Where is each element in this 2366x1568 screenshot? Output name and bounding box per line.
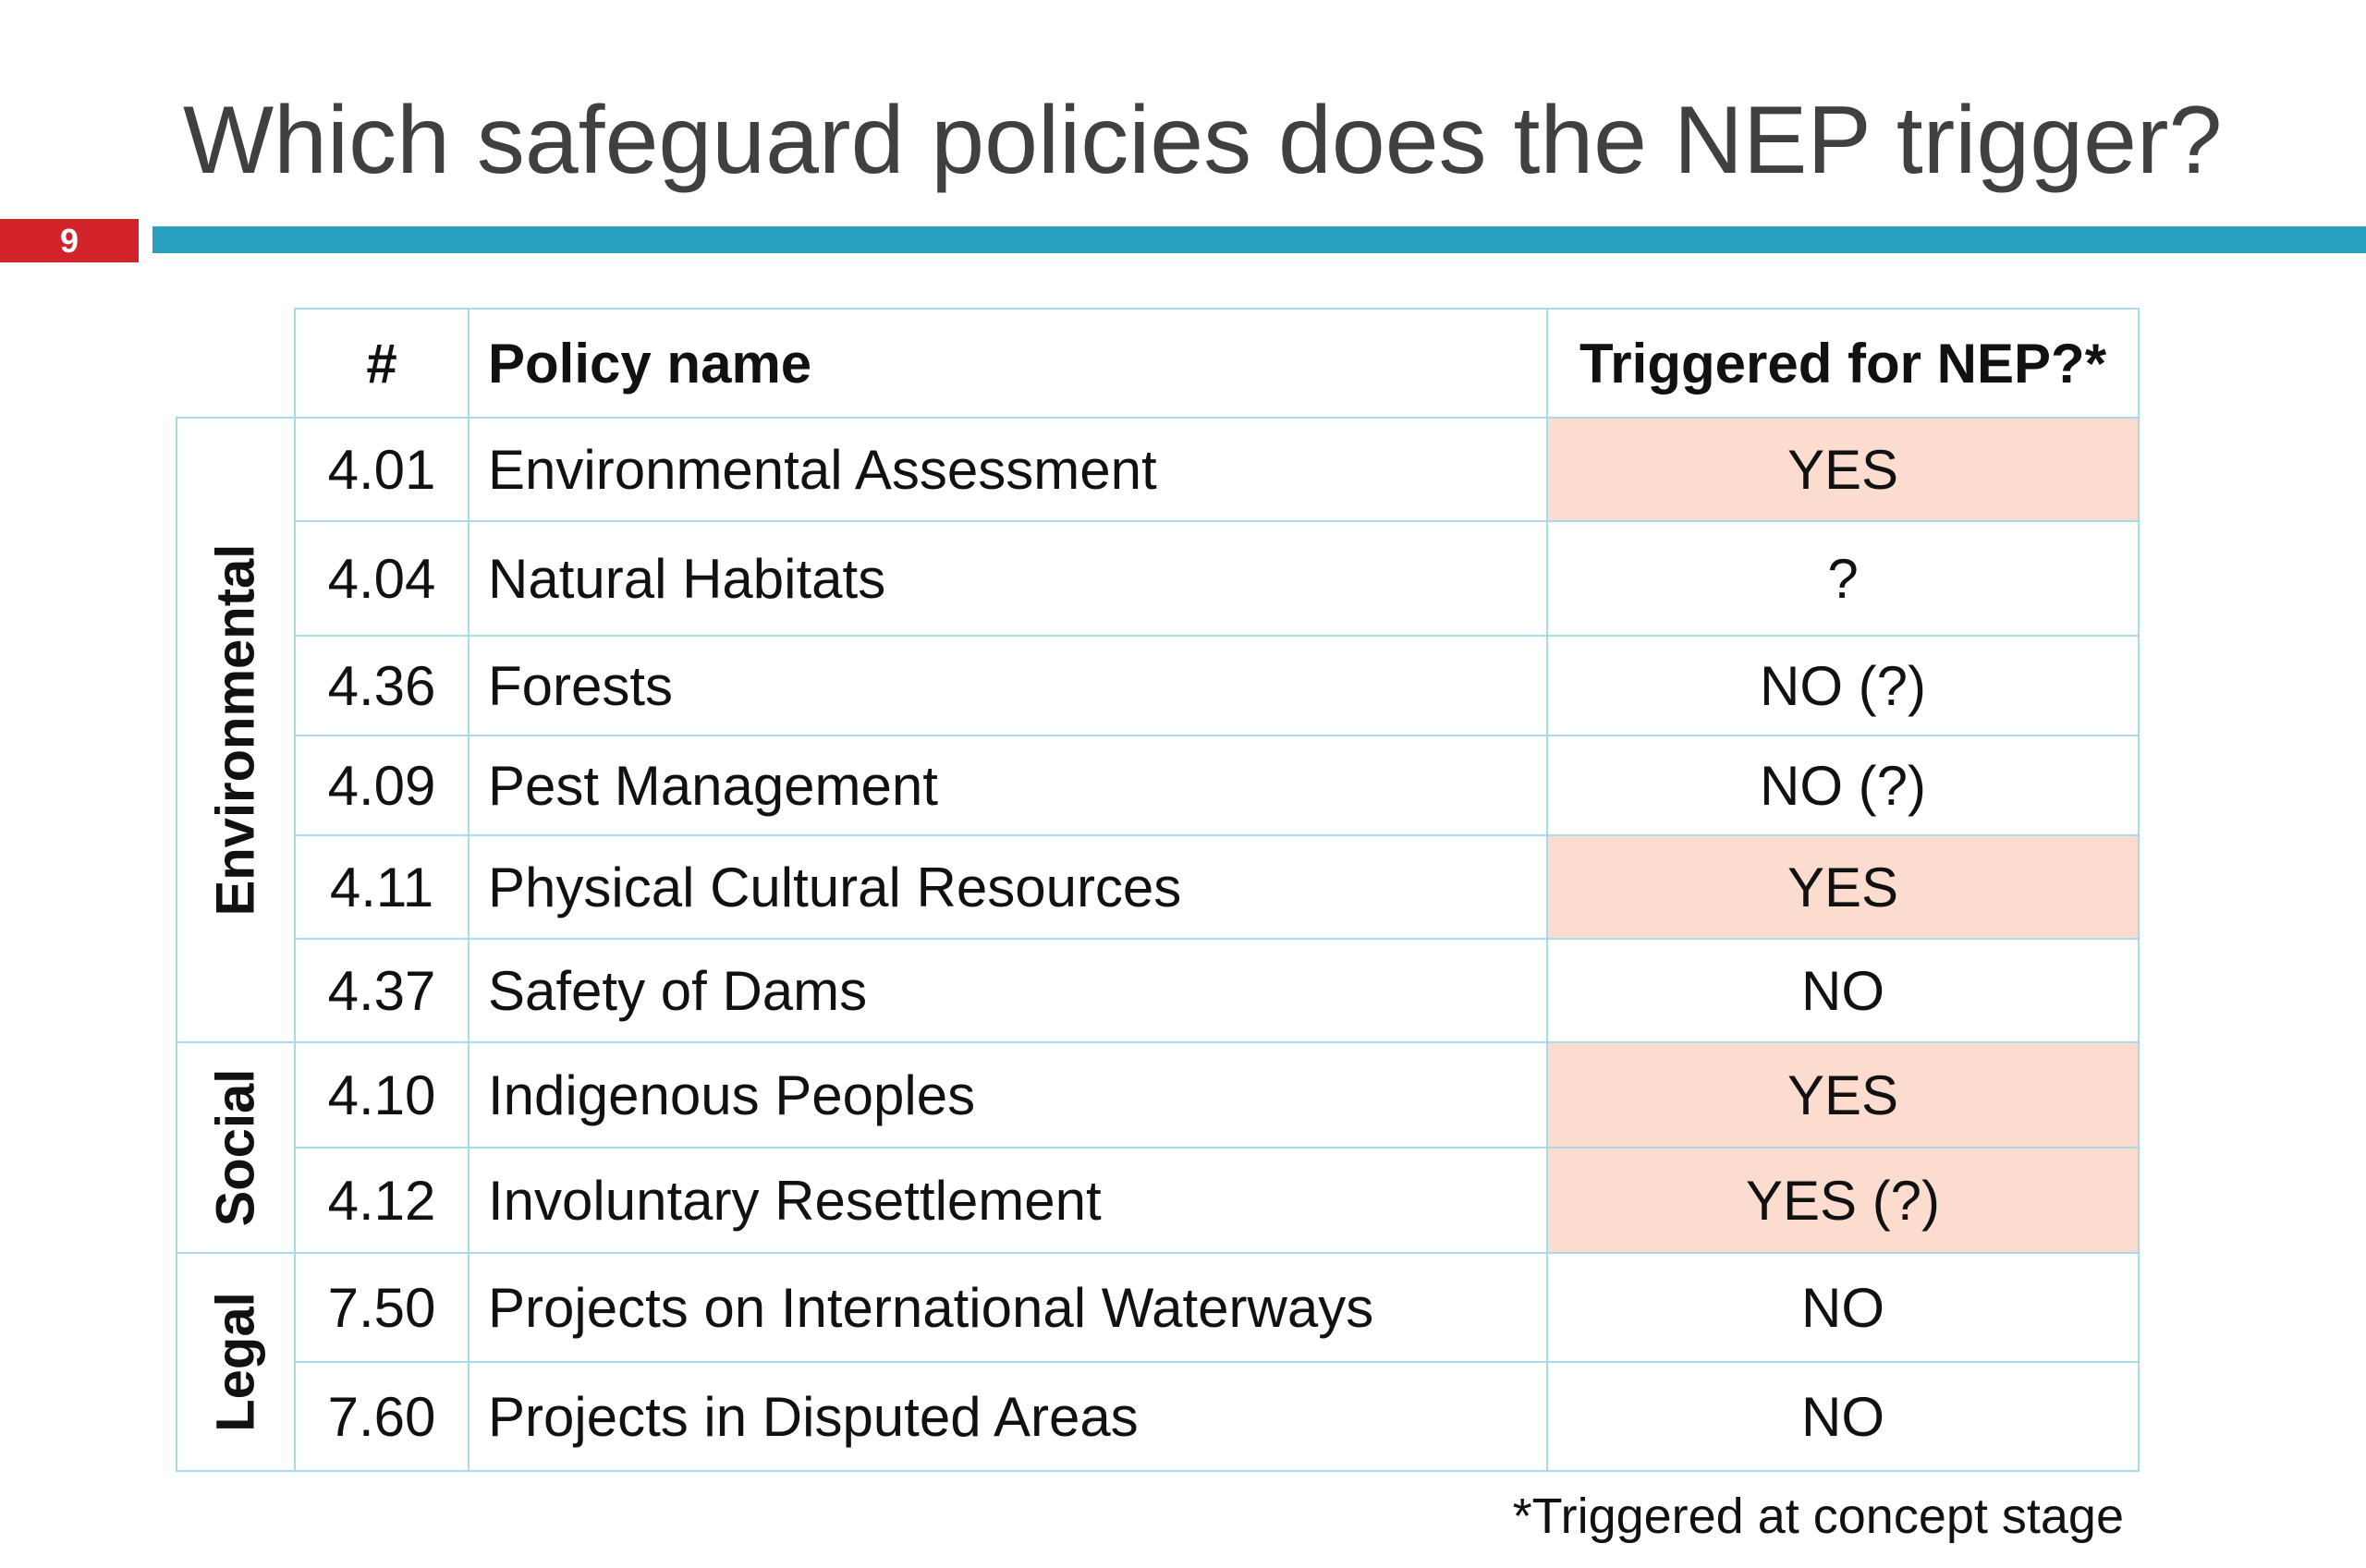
- triggered-status: YES: [1546, 417, 2140, 522]
- triggered-status: NO: [1546, 1252, 2140, 1363]
- policy-name: Safety of Dams: [468, 938, 1548, 1043]
- policy-name: Projects in Disputed Areas: [468, 1361, 1548, 1472]
- triggered-status: YES: [1546, 834, 2140, 940]
- policy-number: 4.37: [294, 938, 470, 1043]
- policy-name: Projects on International Waterways: [468, 1252, 1548, 1363]
- group-cell-legal: Legal: [176, 1252, 296, 1472]
- policy-number: 4.36: [294, 635, 470, 736]
- policy-number: 4.10: [294, 1041, 470, 1149]
- policy-name: Natural Habitats: [468, 520, 1548, 637]
- table-row: 4.37 Safety of Dams NO: [177, 938, 2140, 1043]
- table-row: Legal 7.50 Projects on International Water…: [176, 1252, 2140, 1472]
- group-label: Legal: [205, 1292, 266, 1432]
- number-column-header: #: [294, 308, 470, 419]
- group-cell-social: Social: [176, 1041, 296, 1254]
- group-cell-environmental: Environmental: [176, 417, 296, 1043]
- table-row: 4.12 Involuntary Resettlement YES (?): [177, 1147, 2140, 1254]
- table-row: 4.11 Physical Cultural Resources YES: [177, 834, 2140, 940]
- policy-number: 4.11: [294, 834, 470, 940]
- policy-name: Involuntary Resettlement: [468, 1147, 1548, 1254]
- slide-number-badge: 9: [0, 219, 139, 262]
- triggered-status: NO: [1546, 938, 2140, 1043]
- policy-name: Pest Management: [468, 735, 1548, 836]
- title-divider: [152, 226, 2366, 253]
- policy-name: Environmental Assessment: [468, 417, 1548, 522]
- policy-number: 4.01: [294, 417, 470, 522]
- table-row: 4.36 Forests NO (?): [177, 635, 2140, 736]
- triggered-column-header: Triggered for NEP?*: [1546, 308, 2140, 419]
- policy-name: Indigenous Peoples: [468, 1041, 1548, 1149]
- policy-name-column-header: Policy name: [468, 308, 1548, 419]
- triggered-status: ?: [1546, 520, 2140, 637]
- policy-number: 4.04: [294, 520, 470, 637]
- safeguard-policies-table: # Policy name Triggered for NEP?* Enviro…: [176, 308, 2140, 1472]
- policy-number: 7.50: [294, 1252, 470, 1363]
- triggered-status: YES (?): [1546, 1147, 2140, 1254]
- slide-title: Which safeguard policies does the NEP tr…: [183, 87, 2223, 194]
- table-row: 4.09 Pest Management NO (?): [177, 735, 2140, 836]
- table-row: 4.04 Natural Habitats?: [177, 520, 2140, 637]
- triggered-status: YES: [1546, 1041, 2140, 1149]
- table-row: Environmental 4.01 Environmental Assessmen…: [176, 417, 2140, 1043]
- table-row: 7.60 Projects in Disputed Areas NO: [177, 1361, 2140, 1472]
- group-label: Social: [205, 1068, 266, 1227]
- policy-name: Physical Cultural Resources: [468, 834, 1548, 940]
- policy-name: Forests: [468, 635, 1548, 736]
- policy-number: 4.12: [294, 1147, 470, 1254]
- policy-number: 4.09: [294, 735, 470, 836]
- triggered-status: NO (?): [1546, 635, 2140, 736]
- table-body: Environmental 4.01 Environmental Assessmen…: [176, 417, 2140, 1472]
- triggered-status: NO (?): [1546, 735, 2140, 836]
- policy-number: 7.60: [294, 1361, 470, 1472]
- table-row: Social 4.10 Indigenous Peoples YES: [176, 1041, 2140, 1254]
- table-header-row: # Policy name Triggered for NEP?*: [177, 308, 2140, 419]
- triggered-status: NO: [1546, 1361, 2140, 1472]
- group-label: Environmental: [205, 543, 266, 917]
- footnote: *Triggered at concept stage: [1512, 1489, 2124, 1544]
- group-column-header: [177, 309, 296, 419]
